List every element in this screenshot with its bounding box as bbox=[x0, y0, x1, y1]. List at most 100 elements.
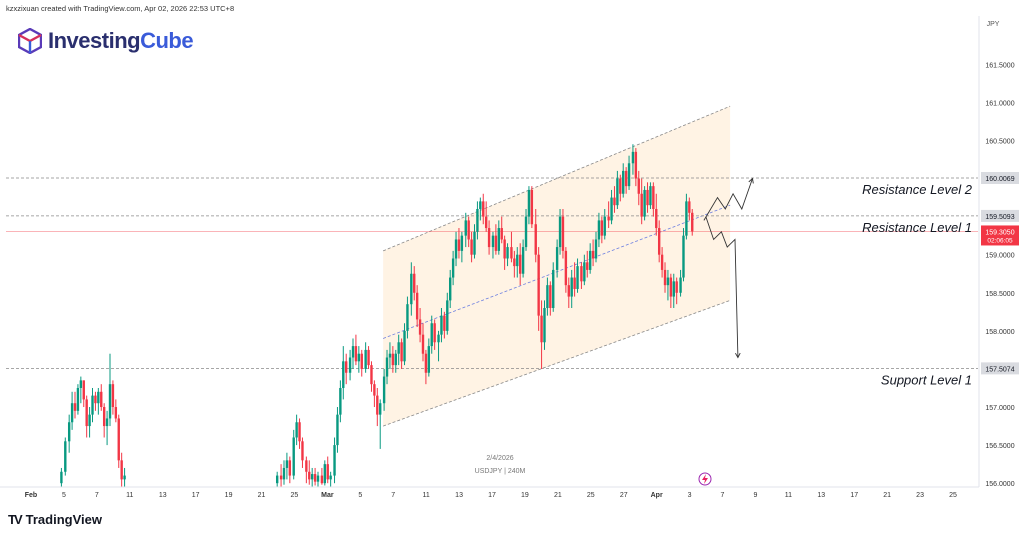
candle-body bbox=[669, 277, 673, 297]
candle-body bbox=[345, 361, 348, 373]
candle-body bbox=[282, 467, 286, 480]
candle-body bbox=[94, 395, 97, 404]
logo-wordmark: InvestingCube bbox=[48, 28, 194, 54]
candle-body bbox=[305, 460, 308, 472]
candle-body bbox=[449, 277, 452, 301]
candle-body bbox=[308, 471, 311, 480]
candle-body bbox=[637, 178, 640, 194]
candle-body bbox=[558, 216, 562, 248]
cube-logo-icon bbox=[18, 28, 42, 54]
time-tick-label: 3 bbox=[688, 492, 692, 499]
candle-body bbox=[427, 346, 431, 373]
candle-body bbox=[360, 353, 363, 369]
candle-body bbox=[513, 258, 516, 267]
level-price-badge bbox=[981, 209, 1019, 222]
time-tick-label: Mar bbox=[321, 492, 334, 499]
candle-body bbox=[354, 346, 358, 362]
candle-body bbox=[657, 228, 661, 255]
annotation-layer: Resistance Level 2 Resistance Level 1 Supp… bbox=[698, 177, 973, 486]
candle-body bbox=[275, 475, 279, 484]
time-tick-label: 7 bbox=[721, 492, 725, 499]
candle-body bbox=[394, 353, 397, 366]
candle-body bbox=[524, 216, 528, 248]
price-tick-label: 157.0000 bbox=[985, 405, 1014, 412]
candle-body bbox=[108, 384, 112, 419]
candle-body bbox=[364, 349, 367, 369]
time-tick-label: 11 bbox=[423, 492, 430, 499]
candle-body bbox=[540, 315, 543, 343]
candle-body bbox=[100, 391, 103, 408]
price-tick-label: 160.5000 bbox=[985, 138, 1014, 145]
candle-body bbox=[388, 353, 392, 358]
candle-body bbox=[357, 353, 361, 362]
candle-body bbox=[415, 292, 419, 320]
candle-body bbox=[114, 407, 118, 419]
candle-body bbox=[588, 250, 592, 270]
candle-body bbox=[660, 254, 664, 270]
candle-body bbox=[451, 258, 455, 278]
candle-body bbox=[348, 357, 352, 373]
candle-body bbox=[555, 247, 559, 270]
level-name-label: Resistance Level 2 bbox=[862, 182, 973, 197]
candle-body bbox=[379, 403, 382, 415]
time-tick-label: 21 bbox=[883, 492, 891, 499]
candle-body bbox=[564, 250, 568, 286]
candle-body bbox=[530, 189, 534, 225]
candle-body bbox=[301, 441, 304, 461]
level-name-label: Resistance Level 1 bbox=[862, 220, 972, 235]
candle-body bbox=[634, 151, 638, 179]
candle-body bbox=[675, 281, 678, 293]
candle-body bbox=[64, 441, 67, 472]
time-tick-label: 27 bbox=[620, 492, 628, 499]
candle-body bbox=[310, 474, 314, 480]
candle-body bbox=[117, 418, 120, 461]
time-tick-label: 5 bbox=[358, 492, 362, 499]
candle-body bbox=[552, 269, 555, 309]
candle-body bbox=[576, 266, 579, 289]
candle-body bbox=[666, 277, 670, 286]
time-tick-label: 25 bbox=[587, 492, 595, 499]
candle-body bbox=[336, 414, 339, 446]
candle-body bbox=[594, 239, 598, 259]
tradingview-icon: TV bbox=[8, 512, 23, 527]
candle-body bbox=[503, 239, 506, 259]
candle-body bbox=[403, 330, 406, 362]
channel-upper-line bbox=[382, 105, 731, 252]
time-tick-label: Feb bbox=[25, 492, 37, 499]
candle-body bbox=[70, 403, 74, 423]
time-tick-label: 13 bbox=[817, 492, 825, 499]
level-price-label: 160.0069 bbox=[985, 176, 1014, 183]
candle-body bbox=[543, 308, 546, 343]
time-tick-label: 19 bbox=[225, 492, 233, 499]
candle-body bbox=[102, 407, 106, 427]
candle-body bbox=[410, 273, 413, 305]
time-tick-label: 7 bbox=[391, 492, 395, 499]
candle-body bbox=[333, 445, 336, 476]
time-tick-label: 11 bbox=[785, 492, 792, 499]
candle-body bbox=[373, 384, 376, 396]
price-tick-label: 156.5000 bbox=[985, 443, 1014, 450]
tradingview-brand: TV TradingView bbox=[8, 512, 102, 527]
candle-body bbox=[487, 228, 491, 248]
projection-path-up bbox=[703, 178, 753, 221]
candle-body bbox=[470, 239, 473, 255]
candle-body bbox=[549, 285, 552, 309]
time-tick-label: 23 bbox=[916, 492, 924, 499]
candle-body bbox=[586, 262, 589, 270]
candle-body bbox=[370, 365, 373, 385]
candle-body bbox=[298, 422, 301, 442]
candle-body bbox=[619, 178, 622, 194]
watermark-date: 2/4/2026 bbox=[486, 455, 514, 462]
candle-body bbox=[320, 475, 324, 484]
candle-body bbox=[457, 239, 461, 251]
candle-body bbox=[105, 418, 109, 427]
candle-body bbox=[464, 220, 467, 236]
candle-body bbox=[672, 281, 675, 297]
candle-body bbox=[610, 197, 613, 221]
axis-layer: JPY 156.0000156.5000157.0000157.5000158.… bbox=[0, 16, 1015, 499]
candle-body bbox=[424, 353, 428, 373]
candle-body bbox=[649, 186, 652, 206]
candle-body bbox=[506, 247, 509, 259]
candle-body bbox=[443, 315, 446, 331]
